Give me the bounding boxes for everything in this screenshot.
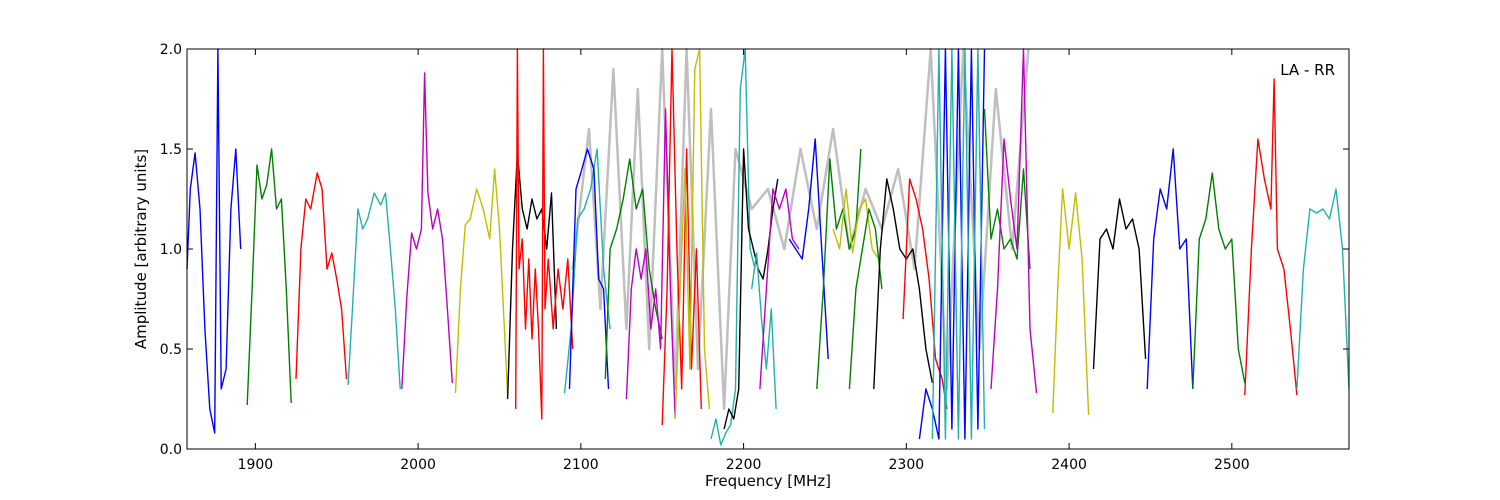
series-line-12 bbox=[625, 108, 676, 420]
series-line-14 bbox=[674, 48, 711, 420]
series-line-1 bbox=[186, 48, 242, 434]
series-line-31 bbox=[1146, 148, 1194, 390]
x-tick-label: 2000 bbox=[400, 457, 436, 473]
series-line-6 bbox=[454, 168, 509, 396]
series-line-26 bbox=[931, 48, 986, 440]
x-tick-label: 2100 bbox=[563, 457, 599, 473]
x-tick-label: 2400 bbox=[1051, 457, 1087, 473]
series-line-24 bbox=[902, 178, 948, 410]
series-line-22 bbox=[848, 208, 883, 390]
series-line-19 bbox=[788, 138, 829, 360]
series-line-3 bbox=[295, 172, 348, 380]
x-tick-label: 1900 bbox=[238, 457, 274, 473]
series-line-5 bbox=[401, 72, 453, 390]
series-line-17 bbox=[751, 252, 777, 410]
series-line-25 bbox=[918, 48, 986, 440]
series-line-32 bbox=[1192, 172, 1246, 390]
series-line-11 bbox=[604, 158, 663, 380]
y-tick-label: 0.0 bbox=[160, 442, 182, 458]
series-line-21 bbox=[832, 188, 880, 260]
annotation-label: LA - RR bbox=[1280, 61, 1335, 79]
series-line-13 bbox=[661, 48, 702, 426]
series-line-18 bbox=[759, 188, 800, 390]
y-tick-label: 1.5 bbox=[160, 142, 182, 158]
series-line-28 bbox=[990, 48, 1038, 394]
series-line-23 bbox=[873, 178, 934, 390]
series-line-20 bbox=[816, 148, 862, 390]
x-axis-title: Frequency [MHz] bbox=[705, 472, 831, 490]
series-line-4 bbox=[347, 192, 401, 390]
x-tick-label: 2200 bbox=[726, 457, 762, 473]
plot-frame bbox=[186, 48, 1350, 450]
series-line-34 bbox=[1296, 188, 1350, 390]
y-tick-label: 0.5 bbox=[160, 342, 182, 358]
series-line-8 bbox=[515, 48, 574, 420]
series-layer bbox=[186, 47, 1350, 446]
series-line-30 bbox=[1092, 198, 1147, 370]
ticks-layer: 1900 2000 2100 2200 2300 2400 2500 0.0 0.5 1.0 1.5… bbox=[160, 42, 1349, 473]
series-line-27 bbox=[983, 108, 1031, 270]
series-line-2 bbox=[246, 148, 292, 406]
y-tick-label: 1.0 bbox=[160, 242, 182, 258]
y-tick-label: 2.0 bbox=[160, 42, 182, 58]
series-line-15 bbox=[710, 48, 756, 446]
series-line-10 bbox=[568, 148, 610, 390]
series-line-33 bbox=[1244, 78, 1298, 396]
x-tick-label: 2500 bbox=[1214, 457, 1250, 473]
series-line-7 bbox=[506, 152, 558, 400]
y-axis-title: Amplitude [arbitrary units] bbox=[132, 149, 150, 349]
series-line-29 bbox=[1052, 188, 1090, 416]
x-tick-label: 2300 bbox=[889, 457, 925, 473]
